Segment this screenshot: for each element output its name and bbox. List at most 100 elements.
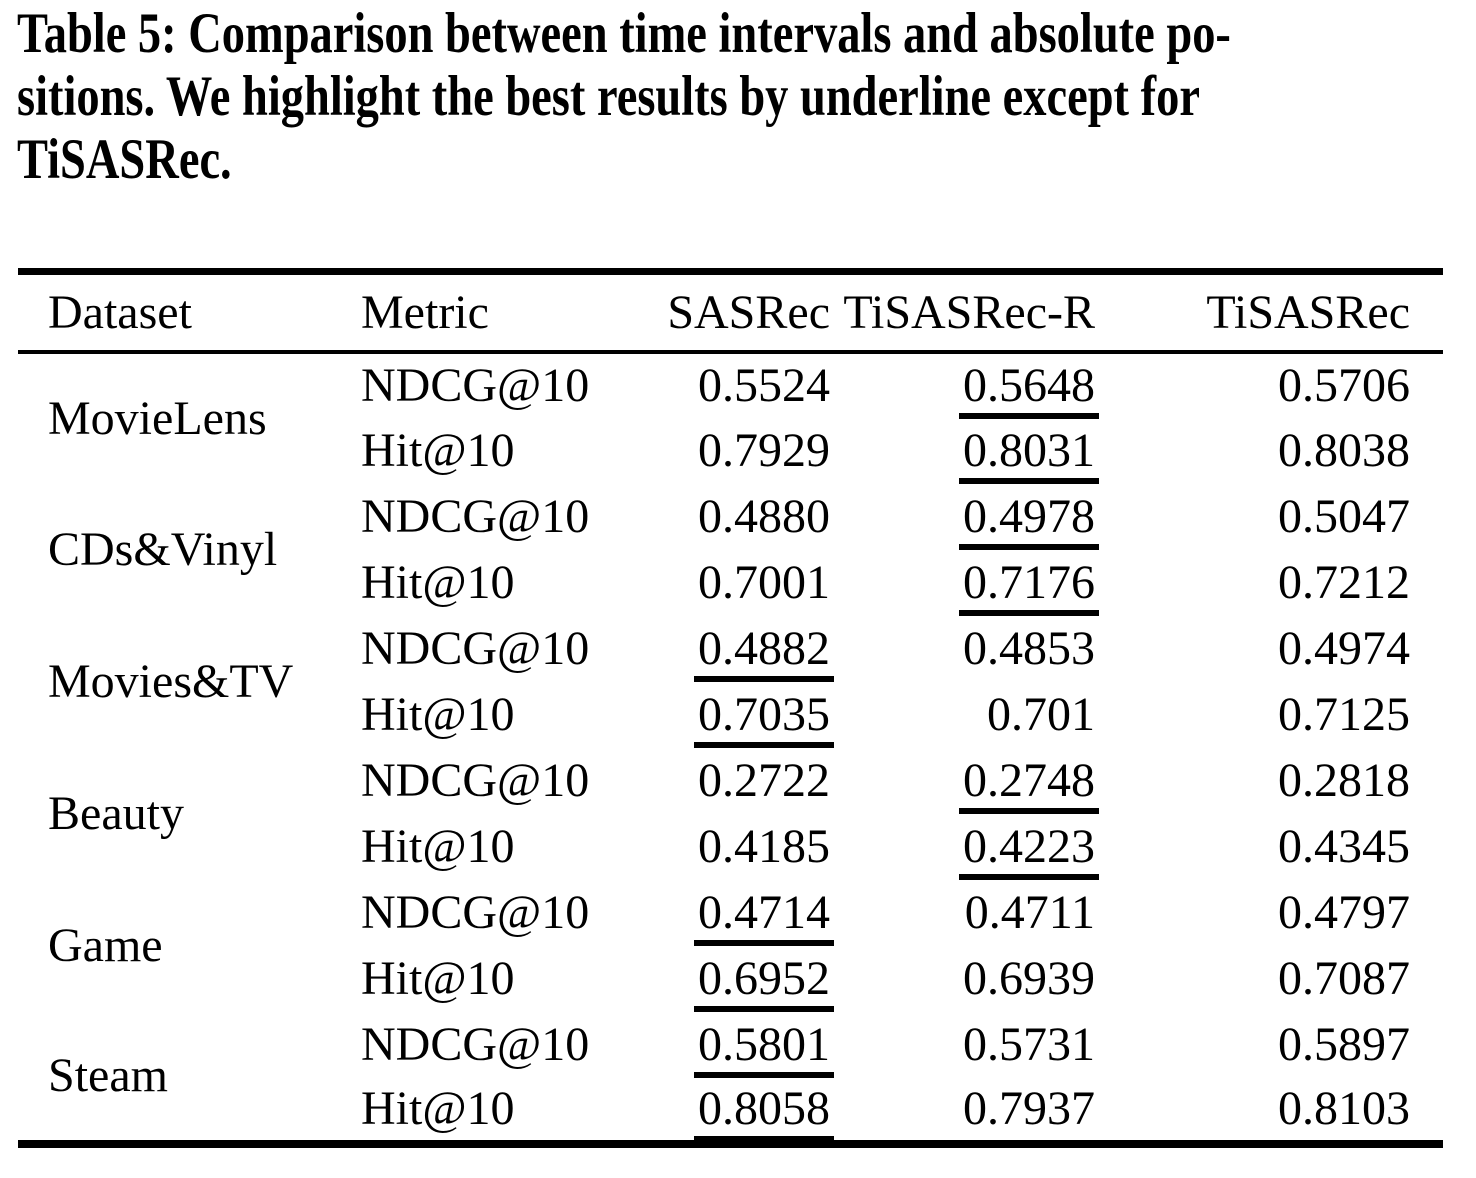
metric-value-underlined: 0.2748: [959, 753, 1099, 814]
metric-value: 0.5524: [698, 358, 830, 412]
metric-value: 0.4345: [1278, 819, 1410, 873]
value-cell: 0.4185: [596, 814, 830, 880]
metric-value-underlined: 0.5648: [959, 358, 1099, 419]
metric-cell: NDCG@10: [361, 358, 590, 412]
value-cell: 0.4711: [830, 880, 1095, 946]
value-cell: 0.4345: [1095, 814, 1443, 880]
metric-value: 0.7937: [963, 1081, 1095, 1135]
dataset-cell: Steam: [48, 1048, 168, 1102]
metric-cell: NDCG@10: [361, 1017, 590, 1071]
value-cell: 0.5897: [1095, 1012, 1443, 1078]
metric-value: 0.701: [987, 687, 1095, 741]
value-cell: 0.2722: [596, 748, 830, 814]
metric-value: 0.2722: [698, 753, 830, 807]
header-row: Dataset Metric SASRec TiSASRec-R TiSASRe…: [18, 271, 1443, 354]
caption-line-1: Table 5: Comparison between time interva…: [17, 2, 1231, 65]
value-cell: 0.4797: [1095, 880, 1443, 946]
table-row: Hit@10 0.4185 0.4223 0.4345: [18, 814, 1443, 880]
metric-value: 0.8038: [1278, 423, 1410, 477]
table-caption: Table 5: Comparison between time interva…: [17, 2, 1451, 191]
caption-line-3: TiSASRec.: [17, 128, 232, 191]
table-row: Hit@10 0.7035 0.701 0.7125: [18, 682, 1443, 748]
metric-value: 0.7125: [1278, 687, 1410, 741]
metric-value: 0.5047: [1278, 489, 1410, 543]
value-cell: 0.5731: [830, 1012, 1095, 1078]
metric-value: 0.8103: [1278, 1081, 1410, 1135]
value-cell: 0.4882: [596, 616, 834, 682]
table-header: Dataset Metric SASRec TiSASRec-R TiSASRe…: [18, 271, 1443, 354]
metric-value: 0.7087: [1278, 951, 1410, 1005]
metric-value: 0.4880: [698, 489, 830, 543]
metric-value-underlined: 0.7035: [694, 687, 834, 748]
metric-value: 0.4853: [963, 621, 1095, 675]
caption-line-2: sitions. We highlight the best results b…: [17, 65, 1200, 128]
dataset-cell: Game: [48, 918, 163, 972]
value-cell: 0.4880: [596, 484, 830, 550]
value-cell: 0.7212: [1095, 550, 1443, 616]
results-table-container: Dataset Metric SASRec TiSASRec-R TiSASRe…: [18, 268, 1443, 1148]
metric-value: 0.5731: [963, 1017, 1095, 1071]
value-cell: 0.4974: [1095, 616, 1443, 682]
value-cell: 0.7035: [596, 682, 834, 748]
value-cell: 0.7087: [1095, 946, 1443, 1012]
value-cell: 0.6952: [596, 946, 834, 1012]
metric-value-underlined: 0.5801: [694, 1017, 834, 1078]
results-table: Dataset Metric SASRec TiSASRec-R TiSASRe…: [18, 268, 1443, 1148]
column-header-sasrec: SASRec: [596, 271, 830, 354]
metric-cell: NDCG@10: [361, 489, 590, 543]
metric-cell: NDCG@10: [361, 753, 590, 807]
column-header-dataset: Dataset: [18, 271, 361, 354]
metric-value: 0.5706: [1278, 358, 1410, 412]
table-row: Game NDCG@10 0.4714 0.4711 0.4797: [18, 880, 1443, 970]
metric-value: 0.4185: [698, 819, 830, 873]
table-row: Hit@10 0.7001 0.7176 0.7212: [18, 550, 1443, 616]
value-cell: 0.701: [830, 682, 1095, 748]
value-cell: 0.8038: [1095, 418, 1443, 484]
metric-value: 0.7212: [1278, 555, 1410, 609]
metric-value: 0.4711: [964, 885, 1095, 939]
value-cell: 0.7937: [830, 1078, 1095, 1144]
dataset-cell: Beauty: [48, 786, 184, 840]
value-cell: 0.5648: [830, 352, 1099, 419]
metric-cell: Hit@10: [361, 555, 515, 609]
table-row: Steam NDCG@10 0.5801 0.5731 0.5897: [18, 1012, 1443, 1100]
metric-value-underlined: 0.7176: [959, 555, 1099, 616]
metric-value-underlined: 0.6952: [694, 951, 834, 1012]
value-cell: 0.5047: [1095, 484, 1443, 550]
metric-value-underlined: 0.4978: [959, 489, 1099, 550]
dataset-cell: CDs&Vinyl: [48, 522, 278, 576]
value-cell: 0.8031: [830, 418, 1099, 484]
value-cell: 0.2818: [1095, 748, 1443, 814]
value-cell: 0.4853: [830, 616, 1095, 682]
value-cell: 0.4223: [830, 814, 1099, 880]
value-cell: 0.2748: [830, 748, 1099, 814]
metric-cell: Hit@10: [361, 687, 515, 741]
value-cell: 0.8103: [1095, 1078, 1443, 1144]
metric-value: 0.7929: [698, 423, 830, 477]
table-row: Movies&TV NDCG@10 0.4882 0.4853 0.4974: [18, 616, 1443, 706]
value-cell: 0.4978: [830, 484, 1099, 550]
table-row: Beauty NDCG@10 0.2722 0.2748 0.2818: [18, 748, 1443, 838]
value-cell: 0.7929: [596, 418, 830, 484]
column-header-metric: Metric: [361, 271, 596, 354]
value-cell: 0.5524: [596, 352, 830, 418]
value-cell: 0.4714: [596, 880, 834, 946]
table-row: Hit@10 0.8058 0.7937 0.8103: [18, 1078, 1443, 1144]
value-cell: 0.5706: [1095, 352, 1443, 418]
metric-value-underlined: 0.8058: [694, 1081, 834, 1142]
metric-value-underlined: 0.4223: [959, 819, 1099, 880]
table-row: MovieLens NDCG@10 0.5524 0.5648 0.5706: [18, 352, 1443, 443]
metric-value: 0.6939: [963, 951, 1095, 1005]
metric-value-underlined: 0.8031: [959, 423, 1099, 484]
table-row: Hit@10 0.6952 0.6939 0.7087: [18, 946, 1443, 1012]
metric-cell: NDCG@10: [361, 621, 590, 675]
metric-cell: Hit@10: [361, 423, 515, 477]
metric-value: 0.4974: [1278, 621, 1410, 675]
metric-cell: Hit@10: [361, 1081, 515, 1135]
value-cell: 0.7001: [596, 550, 830, 616]
metric-value: 0.5897: [1278, 1017, 1410, 1071]
metric-value: 0.4797: [1278, 885, 1410, 939]
value-cell: 0.8058: [596, 1078, 834, 1144]
column-header-tisasrec-r: TiSASRec-R: [830, 271, 1095, 354]
metric-cell: NDCG@10: [361, 885, 590, 939]
